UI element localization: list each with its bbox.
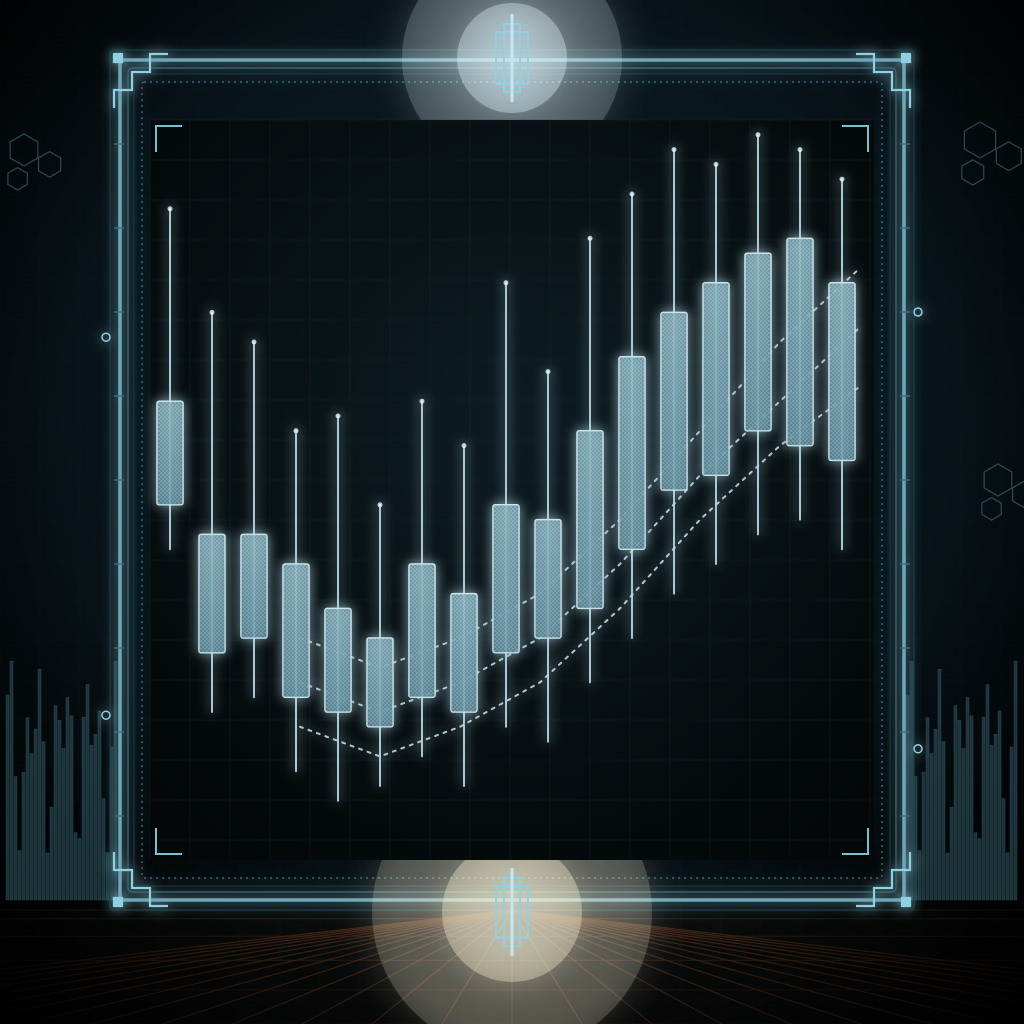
chart-svg	[0, 0, 1024, 1024]
chart-stage	[0, 0, 1024, 1024]
plot-area	[150, 120, 874, 860]
